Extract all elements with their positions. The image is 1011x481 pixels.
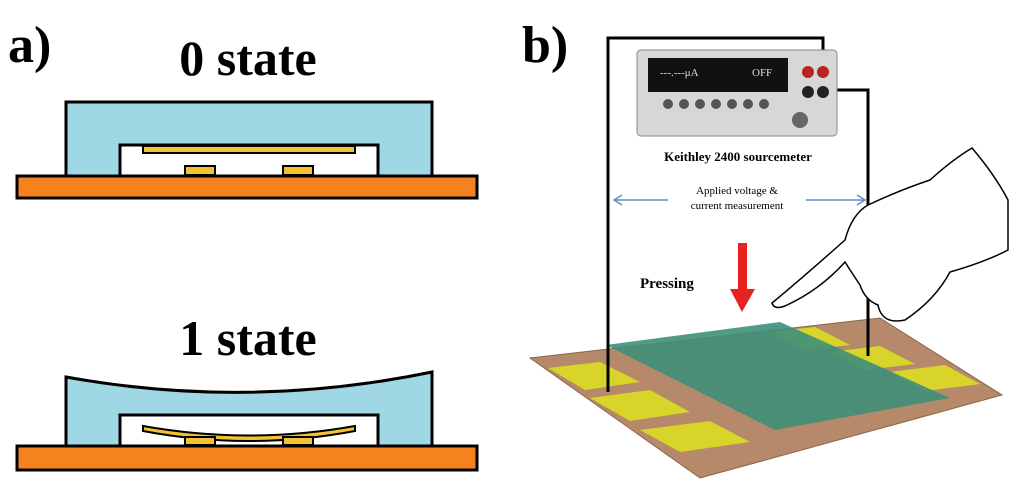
display-status: OFF (752, 67, 772, 79)
device-pressed (17, 372, 477, 470)
action-label: Pressing (640, 276, 694, 292)
figure: a) 0 state 1 state b) ---.---μA OFF (0, 0, 1011, 481)
panel-label: b) (522, 17, 568, 74)
meter-caption: Keithley 2400 sourcemeter (664, 149, 812, 164)
state-title: 1 state (179, 310, 316, 366)
hand (772, 148, 1008, 321)
device-flat (17, 102, 477, 198)
measure-label: current measurement (691, 200, 784, 212)
press-arrow (730, 243, 755, 312)
measure-label: Applied voltage & (696, 185, 778, 197)
panel-label: a) (8, 17, 51, 74)
substrate (530, 318, 1002, 478)
state-title: 0 state (179, 30, 316, 86)
sourcemeter: ---.---μA OFF (637, 50, 837, 136)
display-reading: ---.---μA (660, 67, 699, 79)
